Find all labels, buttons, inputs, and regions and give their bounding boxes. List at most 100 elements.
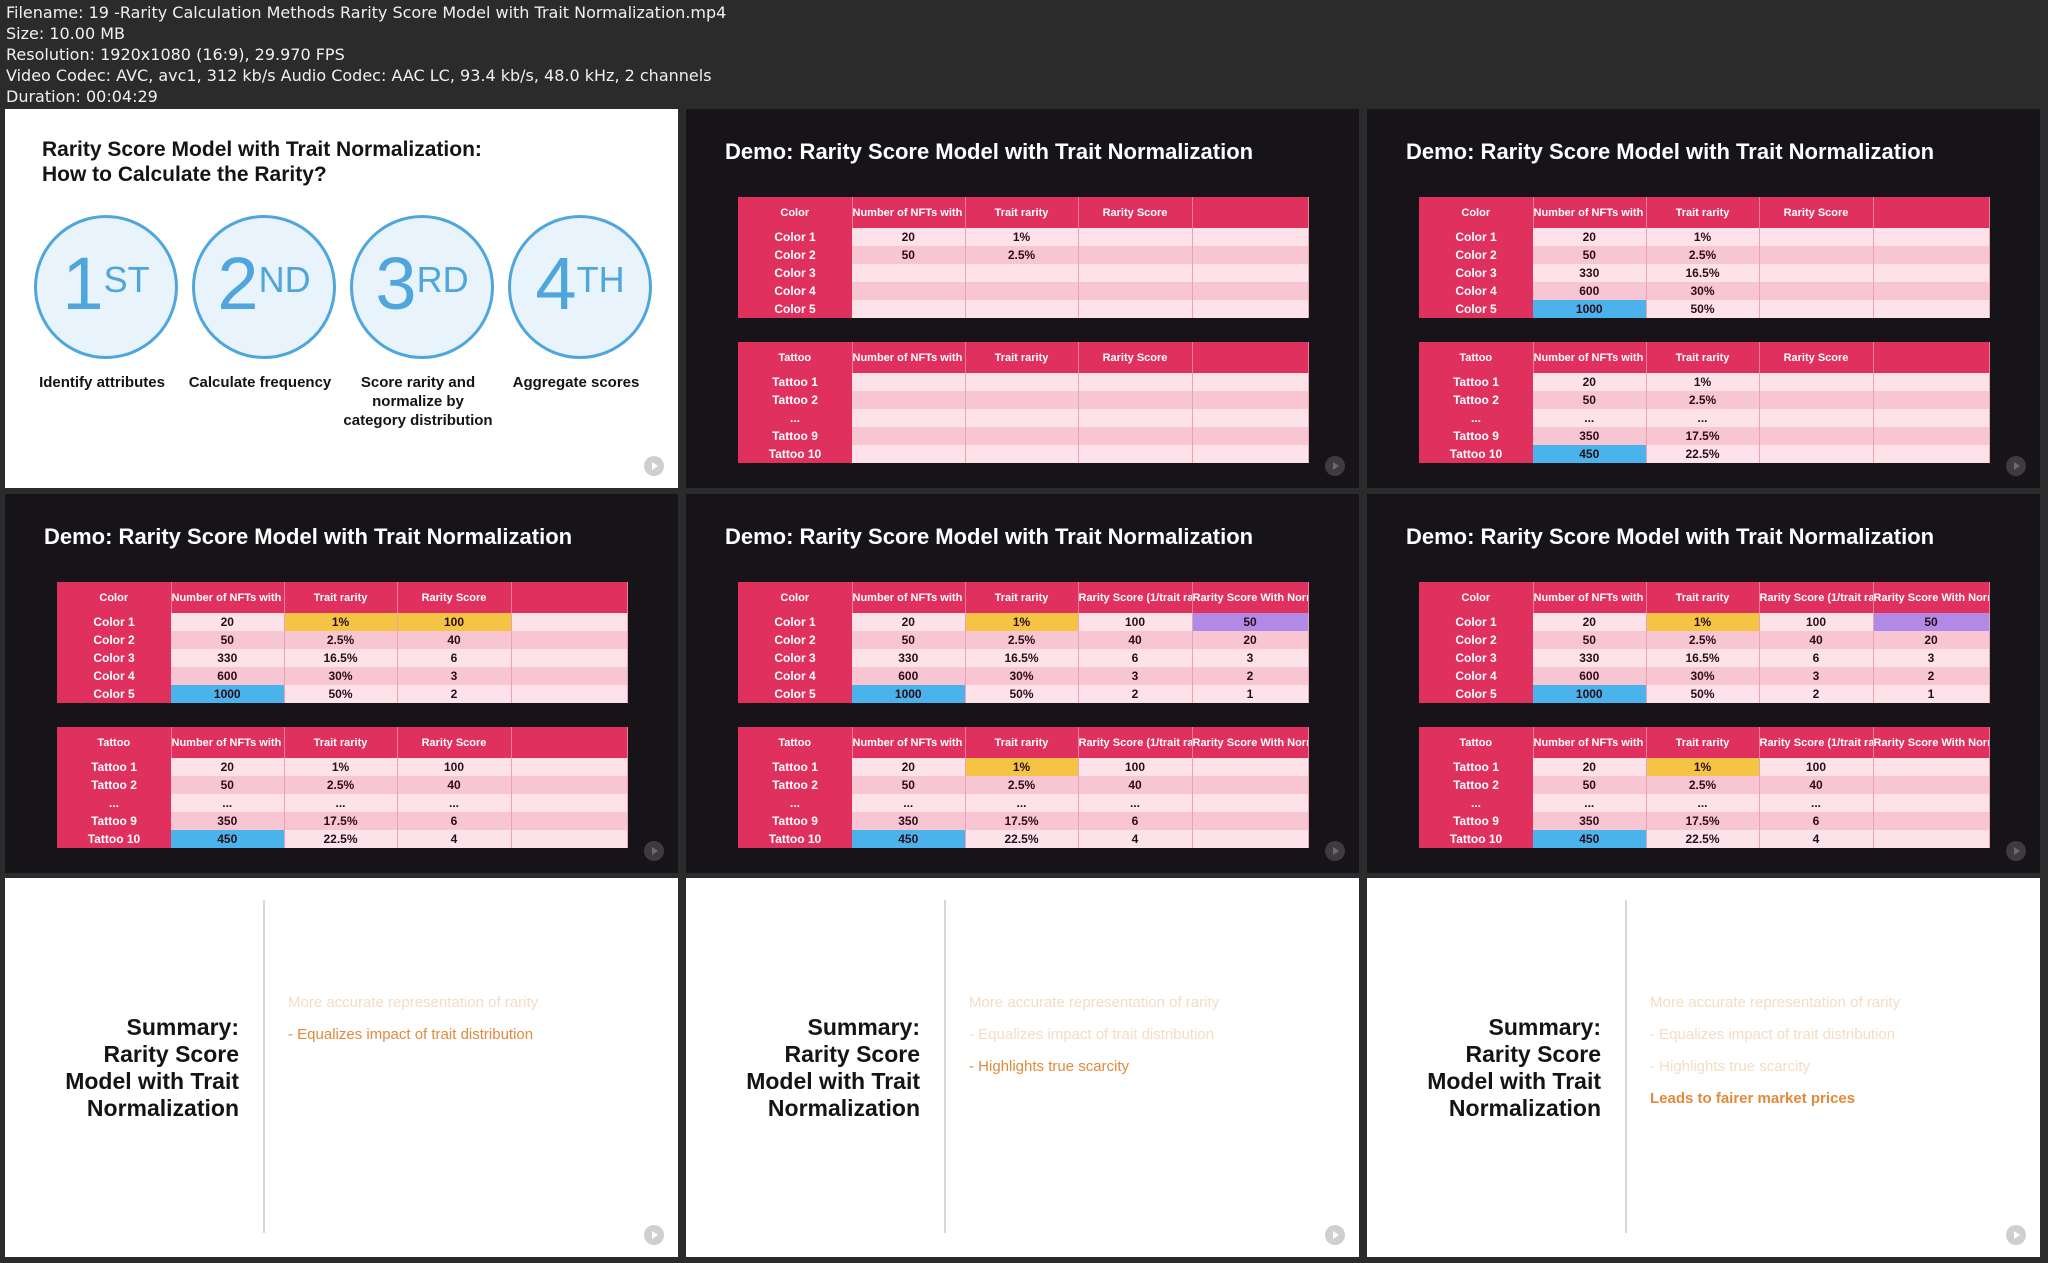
thumbnail-demo-empty[interactable]: Demo: Rarity Score Model with Trait Norm…: [686, 109, 1359, 488]
normalized-score-cell: 3: [1873, 649, 1990, 667]
step-1-circle: 1ST: [34, 215, 178, 359]
row-label: Color 1: [57, 613, 171, 631]
normalized-score-cell: [1873, 830, 1990, 848]
summary-point: - Highlights true scarcity: [1650, 1058, 1811, 1075]
thumbnail-summary-2[interactable]: Summary: Rarity Score Model with Trait N…: [686, 878, 1359, 1257]
trait-rarity-cell: 16.5%: [1646, 264, 1760, 282]
normalized-score-cell: [1873, 391, 1990, 409]
row-label: Color 2: [57, 631, 171, 649]
row-label: Tattoo 9: [1419, 427, 1533, 445]
rarity-score-cell: [1078, 228, 1193, 246]
demo-title: Demo: Rarity Score Model with Trait Norm…: [1406, 524, 1935, 549]
nft-count-cell: 20: [1533, 373, 1647, 391]
thumbnail-summary-3[interactable]: Summary: Rarity Score Model with Trait N…: [1367, 878, 2040, 1257]
normalized-score-cell: [511, 794, 628, 812]
header-cell: Color: [738, 197, 853, 228]
row-label: Color 3: [57, 649, 171, 667]
table-row: Color 2 50 2.5% 40 20: [1419, 631, 1990, 649]
normalized-score-cell: [1873, 776, 1990, 794]
table-row: Tattoo 9: [738, 427, 1309, 445]
trait-rarity-cell: 22.5%: [1646, 830, 1760, 848]
rarity-score-cell: [1078, 427, 1193, 445]
trait-rarity-cell: [965, 373, 1079, 391]
trait-rarity-cell: 2.5%: [965, 246, 1079, 264]
trait-rarity-cell: 1%: [965, 228, 1079, 246]
trait-rarity-cell: 2.5%: [1646, 391, 1760, 409]
thumbnail-demo-normalized-2[interactable]: Demo: Rarity Score Model with Trait Norm…: [1367, 494, 2040, 873]
thumbnail-steps[interactable]: Rarity Score Model with Trait Normalizat…: [5, 109, 678, 488]
nft-count-cell: ...: [852, 794, 966, 812]
header-cell: Tattoo: [57, 727, 172, 758]
step-1-label: Identify attributes: [39, 374, 165, 391]
header-cell: Number of NFTs with this trait: [852, 582, 966, 613]
table-row: Color 1 20 1% 100 50: [738, 613, 1309, 631]
normalized-score-cell: [1873, 758, 1990, 776]
normalized-score-cell: [1873, 445, 1990, 463]
header-cell: Number of NFTs with this trait: [1533, 727, 1647, 758]
table-row: Tattoo 9 350 17.5% 6: [57, 812, 628, 830]
nft-count-cell: 1000: [852, 685, 966, 703]
header-cell: Trait rarity: [1646, 727, 1760, 758]
thumbnail-demo-rarity[interactable]: Demo: Rarity Score Model with Trait Norm…: [1367, 109, 2040, 488]
demo-title: Demo: Rarity Score Model with Trait Norm…: [725, 524, 1254, 549]
header-cell: [1192, 342, 1309, 373]
nft-count-cell: 50: [1533, 776, 1647, 794]
table-row: Tattoo 10 450 22.5%: [1419, 445, 1990, 463]
normalized-score-cell: [1192, 427, 1309, 445]
header-cell: Rarity Score: [1759, 342, 1874, 373]
row-label: Color 3: [738, 264, 852, 282]
nft-count-cell: 450: [1533, 445, 1647, 463]
normalized-score-cell: [1873, 246, 1990, 264]
rarity-score-cell: ...: [1078, 794, 1193, 812]
row-label: Tattoo 10: [1419, 830, 1533, 848]
header-cell: Rarity Score: [1078, 342, 1193, 373]
thumbnail-summary-1[interactable]: Summary: Rarity Score Model with Trait N…: [5, 878, 678, 1257]
nft-count-cell: 1000: [1533, 685, 1647, 703]
rarity-score-cell: [1078, 409, 1193, 427]
rarity-score-cell: [1078, 246, 1193, 264]
table-row: Color 5: [738, 300, 1309, 318]
trait-rarity-cell: 17.5%: [965, 812, 1079, 830]
thumbnail-demo-scores[interactable]: Demo: Rarity Score Model with Trait Norm…: [5, 494, 678, 873]
normalized-score-cell: [1873, 282, 1990, 300]
table-row: Color 3 330 16.5% 6 3: [738, 649, 1309, 667]
header-cell: Trait rarity: [1646, 582, 1760, 613]
row-label: Color 1: [1419, 613, 1533, 631]
summary-point: More accurate representation of rarity: [1650, 994, 1901, 1011]
header-cell: [1873, 342, 1990, 373]
thumbnail-demo-normalized[interactable]: Demo: Rarity Score Model with Trait Norm…: [686, 494, 1359, 873]
trait-rarity-cell: ...: [1646, 409, 1760, 427]
row-label: Tattoo 9: [738, 812, 852, 830]
table-row: Tattoo 1 20 1% 100: [57, 758, 628, 776]
rarity-score-cell: 40: [1078, 631, 1193, 649]
row-label: Color 1: [738, 613, 852, 631]
trait-rarity-cell: 16.5%: [1646, 649, 1760, 667]
nft-count-cell: 20: [852, 758, 966, 776]
nft-count-cell: 20: [171, 758, 285, 776]
play-watermark-icon: [644, 456, 664, 476]
table-row: ...: [738, 409, 1309, 427]
rarity-score-cell: 40: [1759, 776, 1874, 794]
normalized-score-cell: [1873, 228, 1990, 246]
trait-rarity-cell: 17.5%: [284, 812, 398, 830]
table-row: Tattoo 2 50 2.5% 40: [1419, 776, 1990, 794]
play-watermark-icon: [1325, 456, 1345, 476]
table-row: Tattoo 10: [738, 445, 1309, 463]
step-4-label: Aggregate scores: [512, 374, 640, 391]
rarity-score-cell: 40: [397, 776, 512, 794]
row-label: ...: [1419, 409, 1533, 427]
table-row: Tattoo 1 20 1%: [1419, 373, 1990, 391]
size-text: Size: 10.00 MB: [6, 24, 125, 43]
rarity-score-cell: 100: [1759, 613, 1874, 631]
header-cell: Number of NFTs with this trait: [171, 582, 285, 613]
nft-count-cell: 50: [852, 246, 966, 264]
nft-count-cell: [852, 391, 966, 409]
